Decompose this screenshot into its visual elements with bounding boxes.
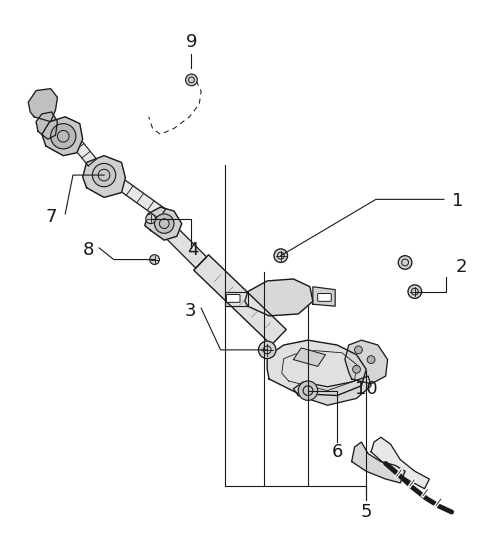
Polygon shape [371,437,429,488]
Polygon shape [194,255,286,345]
Polygon shape [293,348,325,367]
Polygon shape [63,128,96,166]
FancyBboxPatch shape [227,295,240,302]
Circle shape [298,381,318,400]
Circle shape [155,214,174,233]
Polygon shape [226,292,248,306]
Text: 3: 3 [185,302,196,320]
Circle shape [92,163,116,187]
Circle shape [355,346,362,354]
Polygon shape [352,442,405,483]
Circle shape [146,214,156,223]
Text: 6: 6 [331,443,343,461]
Polygon shape [313,287,335,306]
Circle shape [398,256,412,269]
Circle shape [186,74,197,86]
Polygon shape [28,89,58,121]
Circle shape [150,255,159,265]
Circle shape [258,341,276,359]
Polygon shape [145,207,182,240]
Circle shape [408,285,421,299]
Text: 8: 8 [83,241,95,259]
Text: 9: 9 [186,33,197,51]
Circle shape [353,365,360,373]
Polygon shape [245,279,313,316]
Text: 1: 1 [452,192,463,211]
Circle shape [274,249,288,262]
FancyBboxPatch shape [318,294,331,301]
Polygon shape [345,340,388,384]
Circle shape [367,356,375,364]
Polygon shape [42,117,83,155]
Text: 7: 7 [46,208,58,226]
Polygon shape [36,112,58,139]
Polygon shape [101,168,166,219]
Text: 4: 4 [187,241,198,259]
Text: 2: 2 [456,258,467,276]
Polygon shape [267,340,366,395]
Circle shape [51,124,76,149]
Polygon shape [83,155,125,197]
Text: 5: 5 [360,503,372,521]
Polygon shape [293,376,371,405]
Polygon shape [159,220,207,268]
Text: 10: 10 [355,380,378,398]
